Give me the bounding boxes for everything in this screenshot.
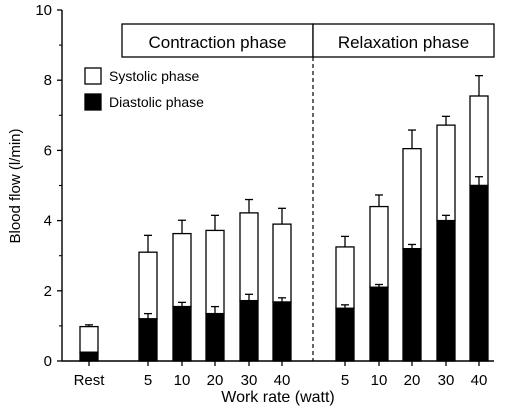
contraction-phase-label: Contraction phase (149, 33, 287, 52)
y-tick-label: 0 (44, 353, 52, 370)
bar-systolic (205, 229, 225, 315)
bar-systolic (335, 246, 355, 310)
bar-diastolic (172, 305, 192, 362)
legend-label-diastolic: Diastolic phase (109, 94, 204, 110)
phase-header: Contraction phase Relaxation phase (121, 23, 495, 58)
bar-systolic (436, 124, 456, 222)
bar-diastolic (138, 318, 158, 362)
x-tick-label: 40 (274, 372, 291, 389)
bar-diastolic (436, 219, 456, 362)
x-tick-label: 10 (371, 372, 388, 389)
error-bars (85, 74, 483, 327)
contraction-phase-box (121, 23, 314, 58)
axes: 0 2 4 6 8 10 Rest 5 10 20 30 40 5 10 20 30 40 (35, 2, 494, 389)
y-tick-label: 6 (44, 142, 52, 159)
bar-diastolic (205, 312, 225, 362)
y-tick-label: 4 (44, 213, 52, 230)
bar-systolic (239, 212, 259, 302)
bar-diastolic (239, 299, 259, 362)
y-tick-label: 10 (35, 2, 52, 19)
bar-systolic (469, 95, 489, 187)
bars (79, 95, 489, 362)
y-tick-label: 8 (44, 72, 52, 89)
bar-systolic (402, 147, 422, 250)
bar-systolic (272, 223, 292, 303)
x-tick-label: 30 (241, 372, 258, 389)
bar-systolic (138, 251, 158, 320)
bar-systolic (172, 232, 192, 308)
bar-diastolic (402, 248, 422, 362)
x-tick-label: 5 (341, 372, 349, 389)
x-tick-label: 40 (471, 372, 488, 389)
x-tick-label: 20 (404, 372, 421, 389)
bar-diastolic (335, 307, 355, 362)
relaxation-phase-label: Relaxation phase (338, 33, 469, 52)
y-tick-label: 2 (44, 283, 52, 300)
bar-diastolic (79, 351, 99, 362)
bar-diastolic (469, 184, 489, 362)
x-tick-label: Rest (74, 372, 106, 389)
legend-swatch-systolic (84, 67, 102, 85)
bar-systolic (369, 205, 389, 288)
x-axis-label: Work rate (watt) (221, 389, 335, 406)
x-tick-label: 20 (207, 372, 224, 389)
legend-label-systolic: Systolic phase (109, 68, 199, 84)
y-axis-label: Blood flow (l/min) (7, 128, 24, 243)
relaxation-phase-box (312, 23, 495, 58)
legend-swatch-diastolic (84, 93, 102, 111)
legend: Systolic phase Diastolic phase (84, 67, 204, 111)
x-tick-label: 5 (144, 372, 152, 389)
x-tick-label: 10 (174, 372, 191, 389)
bar-diastolic (272, 301, 292, 362)
bar-diastolic (369, 286, 389, 362)
x-tick-label: 30 (438, 372, 455, 389)
bar-systolic (79, 325, 99, 353)
